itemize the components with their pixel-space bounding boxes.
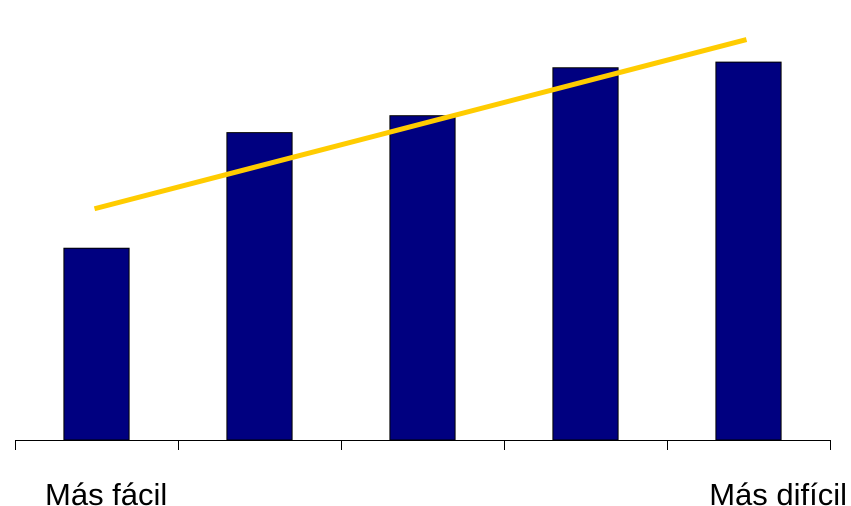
bar-series xyxy=(63,61,782,441)
trendline xyxy=(93,37,748,212)
bar-5 xyxy=(715,61,782,441)
x-label-easier: Más fácil xyxy=(45,477,167,506)
x-label-harder: Más difícil xyxy=(709,477,847,506)
bar-4 xyxy=(552,67,619,441)
bar-3 xyxy=(389,115,456,441)
bar-2 xyxy=(226,132,293,441)
bar-1 xyxy=(63,247,130,441)
x-axis-ticks xyxy=(15,440,831,450)
